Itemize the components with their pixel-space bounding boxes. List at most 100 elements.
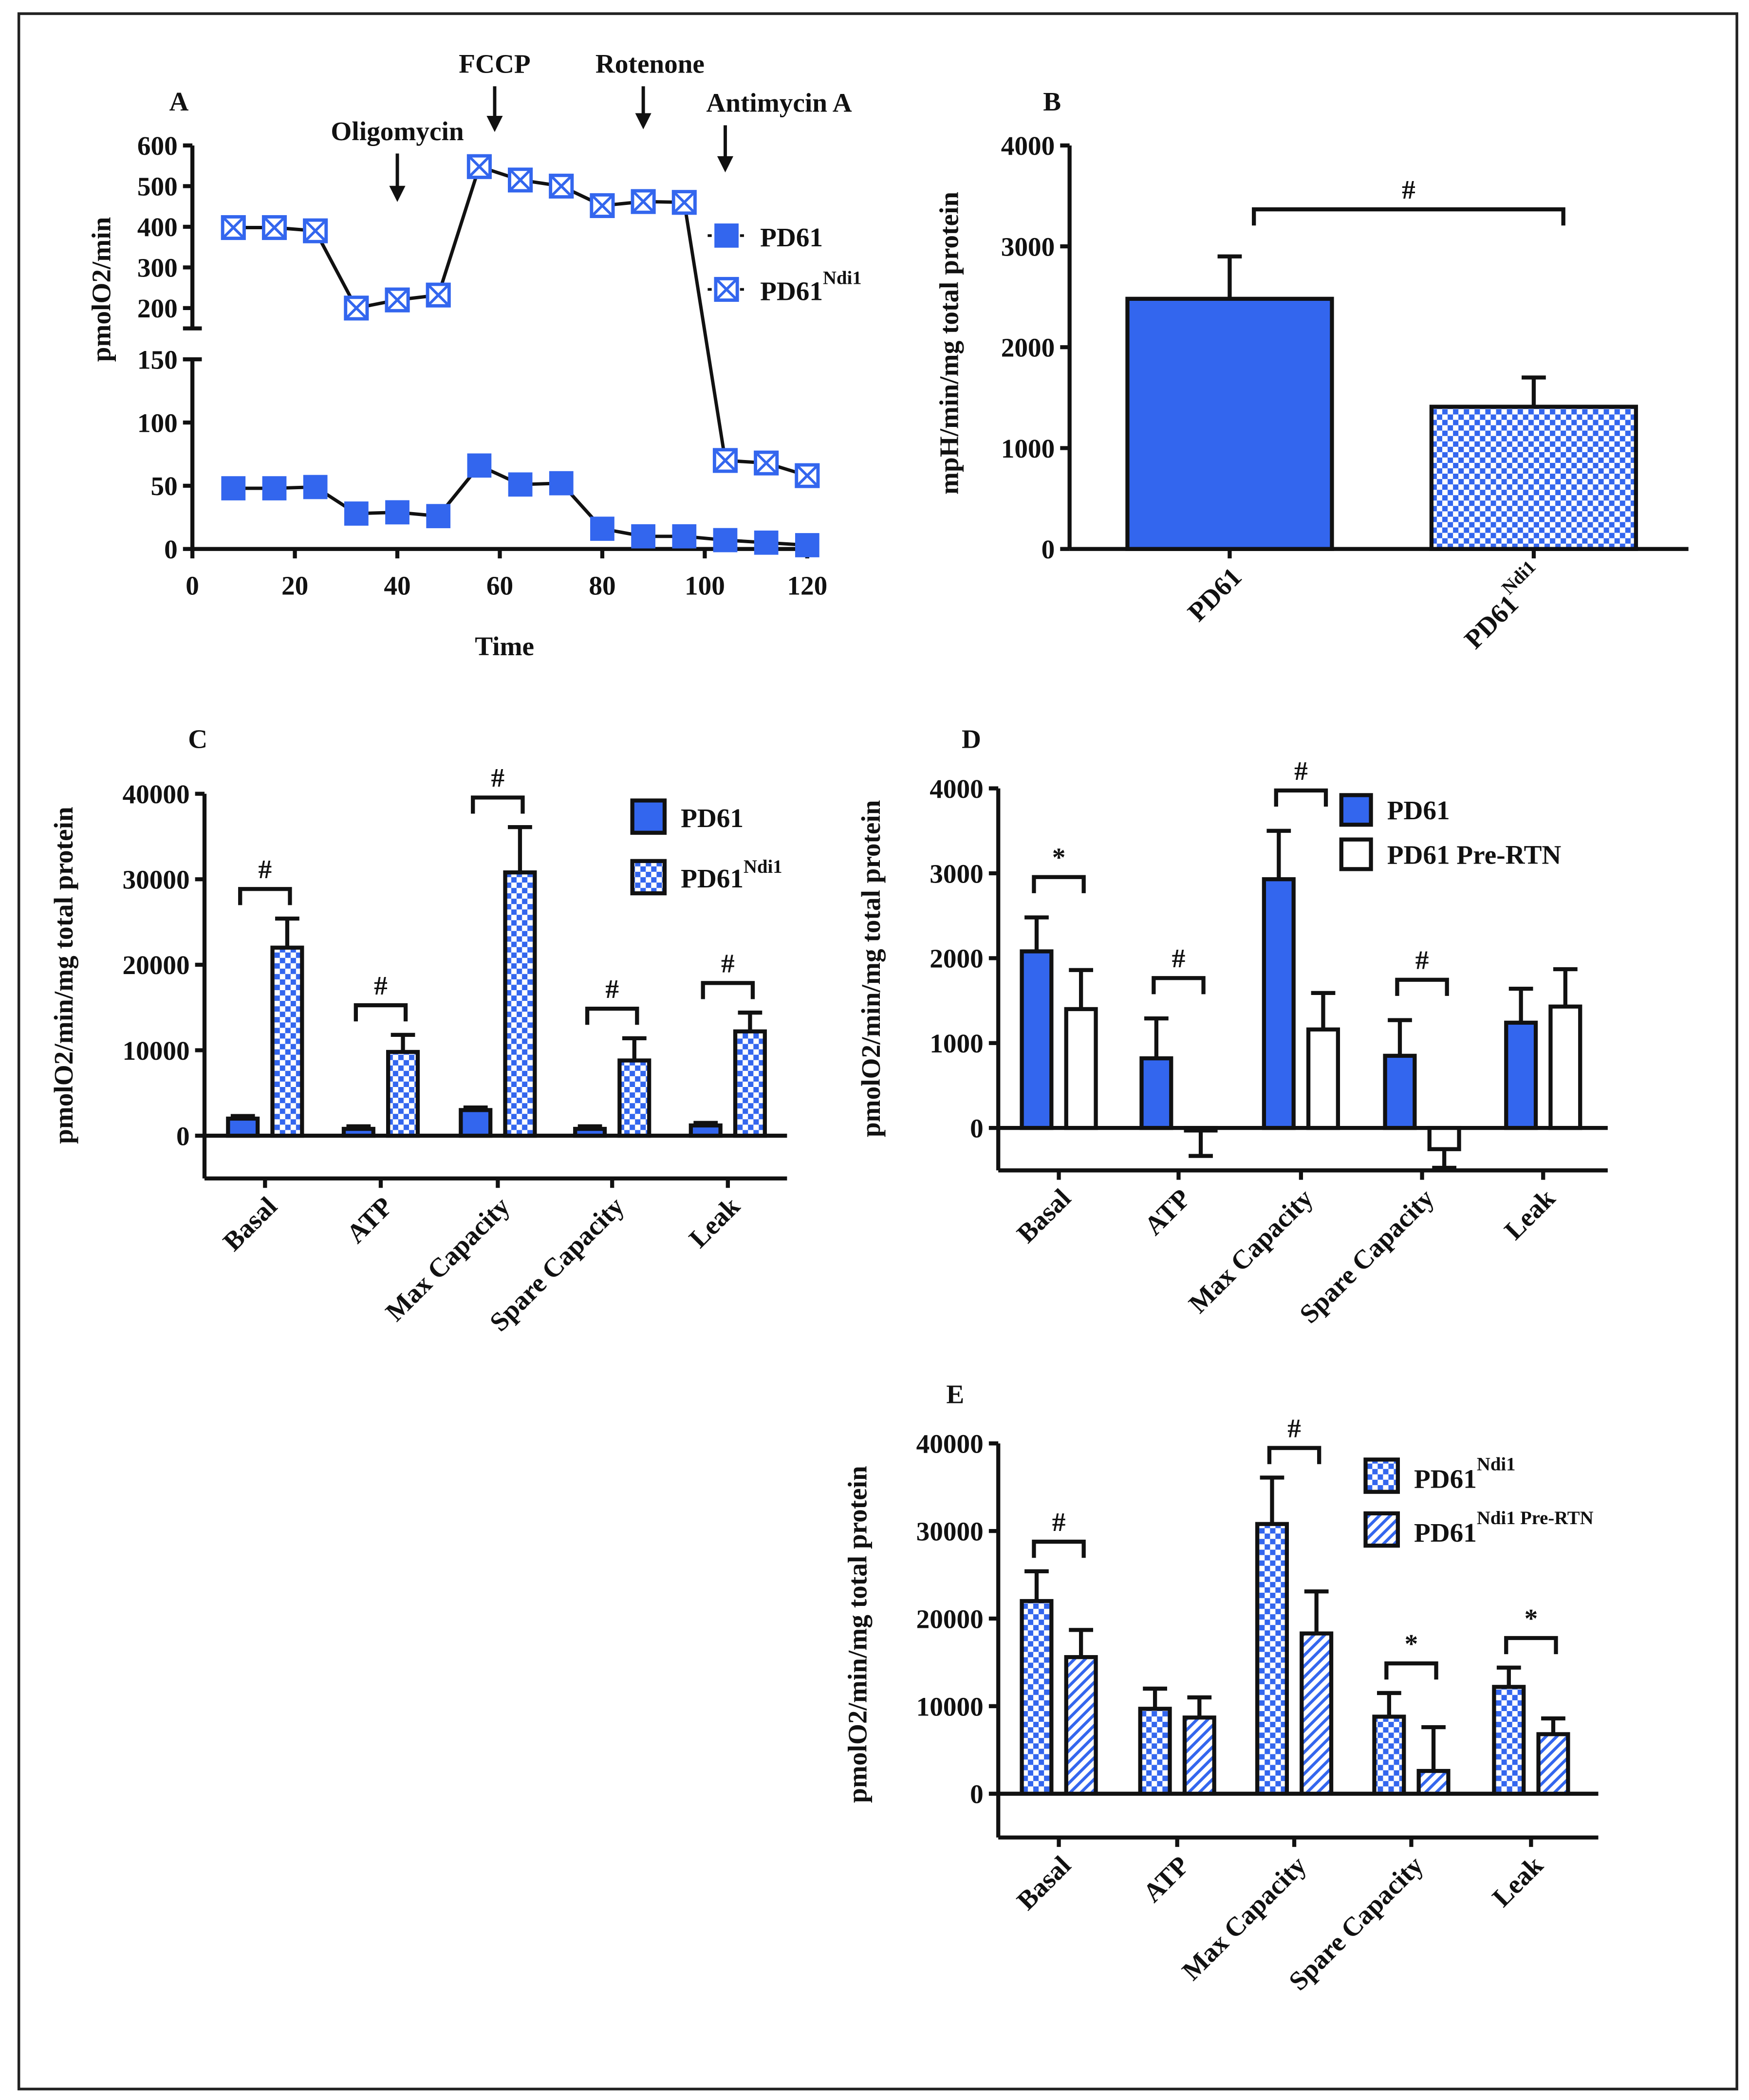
bar	[1372, 1714, 1406, 1796]
significance-bracket	[701, 981, 755, 999]
marker	[508, 167, 533, 193]
annotation-arrowhead	[389, 185, 406, 202]
error-bar	[1496, 1665, 1521, 1687]
annotation-arrowhead	[635, 113, 651, 129]
bar	[1139, 1056, 1173, 1130]
error-bar	[1024, 915, 1049, 952]
bar	[1383, 1053, 1417, 1130]
significance-label: #	[1402, 175, 1415, 204]
significance-bracket	[238, 887, 292, 905]
marker-square	[714, 223, 739, 248]
x-axis-label: Time	[475, 631, 534, 661]
error-bar	[1377, 1691, 1401, 1717]
marker-cross	[510, 169, 531, 191]
panel-letter: D	[962, 724, 981, 754]
marker-cross	[346, 297, 367, 319]
bar	[1255, 1522, 1289, 1796]
panel-letter: A	[169, 87, 189, 116]
marker	[754, 530, 779, 555]
marker-cross	[305, 220, 326, 241]
marker	[221, 215, 246, 240]
marker-square	[631, 524, 655, 549]
x-tick-label: 100	[685, 571, 725, 601]
legend-label: PD61Ndi1 Pre-RTN	[1414, 1508, 1594, 1547]
legend-label: PD61Ndi1	[681, 857, 782, 893]
marker-cross	[715, 450, 736, 471]
marker	[466, 154, 492, 179]
legend-swatch	[1363, 1457, 1400, 1494]
marker	[795, 533, 819, 557]
bar	[617, 1058, 651, 1138]
annotation: FCCP	[459, 49, 530, 79]
error-bar	[1553, 967, 1578, 1007]
y-tick-label: 600	[137, 131, 178, 161]
significance-bracket	[471, 795, 525, 814]
bar	[459, 1108, 493, 1138]
marker-square	[467, 453, 492, 478]
bar	[1184, 1125, 1218, 1133]
y-tick-label: 300	[137, 253, 178, 283]
error-bar	[391, 1032, 415, 1052]
marker	[344, 295, 369, 321]
marker	[385, 500, 409, 525]
marker	[303, 218, 328, 243]
legend-label: PD61Ndi1	[1414, 1455, 1515, 1494]
legend-label: PD61	[760, 222, 823, 252]
significance-label: #	[374, 971, 388, 1000]
bar	[1504, 1020, 1538, 1130]
marker-square	[713, 528, 738, 553]
error-bar	[1217, 254, 1242, 299]
marker	[631, 189, 656, 214]
marker	[590, 193, 615, 218]
legend-label-superscript: Ndi1	[744, 857, 782, 877]
bar	[1300, 1631, 1334, 1796]
y-tick-label: 0	[176, 1121, 190, 1151]
bar	[1020, 1599, 1054, 1796]
marker	[713, 528, 738, 553]
error-bar	[1189, 1130, 1213, 1158]
marker-square	[426, 504, 451, 529]
legend-swatch	[630, 859, 667, 896]
marker-square	[303, 475, 328, 499]
bar	[226, 1116, 260, 1138]
y-tick-label: 1000	[930, 1029, 984, 1058]
error-bar	[1069, 968, 1093, 1009]
bar	[1064, 1655, 1098, 1796]
bar	[1262, 877, 1296, 1130]
significance-label: #	[1294, 756, 1308, 786]
bar	[573, 1126, 607, 1138]
marker	[261, 215, 287, 240]
legend-label-main: PD61	[681, 864, 744, 893]
y-tick-label: 3000	[930, 859, 984, 888]
marker	[467, 453, 492, 478]
marker-cross	[592, 195, 613, 216]
marker-square	[221, 476, 246, 500]
y-tick-label: 20000	[122, 950, 189, 980]
error-bar	[1144, 1016, 1169, 1059]
bar	[1427, 1125, 1461, 1151]
panel-letter: B	[1043, 87, 1061, 116]
bar	[1125, 296, 1334, 551]
y-tick-label: 500	[137, 172, 178, 202]
marker	[631, 524, 655, 549]
y-tick-label: 0	[164, 534, 178, 564]
y-tick-label: 2000	[1001, 333, 1055, 363]
error-bar	[1508, 986, 1533, 1023]
marker	[671, 190, 697, 215]
legend-label: PD61 Pre-RTN	[1387, 840, 1562, 869]
annotation: Antimycin A	[706, 88, 852, 118]
error-bar	[1024, 1569, 1049, 1602]
error-bar	[1541, 1716, 1565, 1734]
error-bar	[738, 1011, 763, 1032]
marker	[549, 471, 574, 496]
marker-cross	[633, 191, 654, 212]
marker	[426, 282, 451, 308]
marker-cross	[387, 289, 408, 311]
marker	[344, 501, 369, 526]
panel-letter: E	[946, 1379, 964, 1409]
legend-label: PD61	[681, 803, 744, 833]
error-bar	[1432, 1149, 1457, 1170]
marker	[672, 524, 697, 549]
error-bar	[1260, 1475, 1284, 1524]
y-axis-label: pmolO2/min	[87, 217, 116, 362]
